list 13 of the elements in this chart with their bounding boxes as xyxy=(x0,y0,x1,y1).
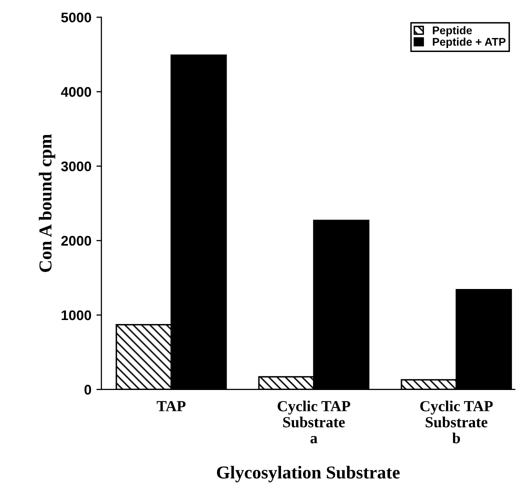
y-tick-label: 0 xyxy=(84,384,92,395)
legend-label: Peptide + ATP xyxy=(432,38,506,48)
legend-label: Peptide xyxy=(432,26,472,36)
x-tick-label: Cyclic TAP Substrate a xyxy=(278,400,350,444)
y-tick-label: 4000 xyxy=(60,87,92,97)
x-tick-label: TAP xyxy=(156,401,186,412)
y-tick-label: 2000 xyxy=(61,236,92,246)
y-tick-label: 1000 xyxy=(62,310,92,320)
y-tick-label: 5000 xyxy=(61,12,92,22)
x-axis-title: Glycosylation Substrate xyxy=(216,466,400,482)
x-tick-label: Cyclic TAP Substrate b xyxy=(420,400,493,444)
y-tick-label: 3000 xyxy=(61,161,92,172)
y-axis-title: Con A bound cpm xyxy=(38,134,56,272)
